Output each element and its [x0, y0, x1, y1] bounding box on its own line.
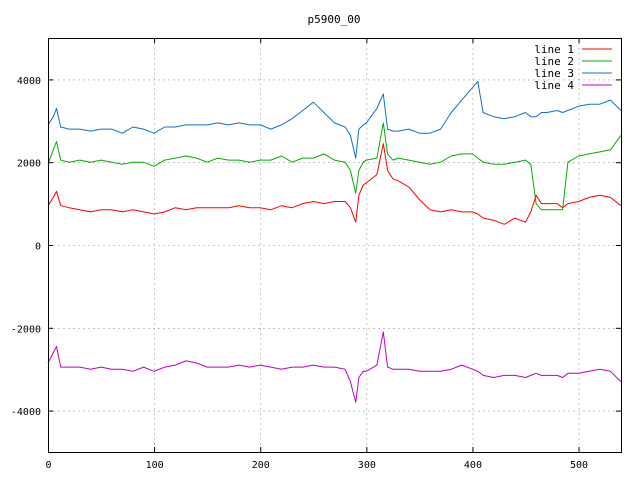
y-tick-label: 4000	[17, 76, 41, 87]
y-tick-label: -4000	[11, 407, 41, 418]
y-tick-label: 2000	[17, 159, 41, 170]
y-tick-label: -2000	[11, 324, 41, 335]
legend-label-3: line 3	[534, 67, 574, 80]
x-tick-label: 400	[464, 460, 482, 471]
axis-ticks: 0 100 200 300 400 500 4000 2000 0 -2000 -4000	[11, 38, 621, 471]
x-tick-label: 0	[45, 460, 51, 471]
x-tick-label: 500	[570, 460, 588, 471]
series-line-2	[47, 122, 622, 211]
y-tick-label: 0	[35, 242, 41, 253]
chart-grid	[48, 38, 621, 452]
x-tick-label: 200	[252, 460, 270, 471]
chart-series	[47, 81, 622, 403]
series-line-1	[47, 143, 622, 225]
legend-label-2: line 2	[534, 55, 574, 68]
legend-label-1: line 1	[534, 43, 574, 56]
series-line-3	[47, 81, 622, 159]
x-tick-label: 300	[358, 460, 376, 471]
x-tick-label: 100	[146, 460, 164, 471]
chart-title: p5900_00	[308, 13, 361, 26]
legend-label-4: line 4	[534, 79, 574, 92]
series-line-4	[47, 331, 622, 403]
